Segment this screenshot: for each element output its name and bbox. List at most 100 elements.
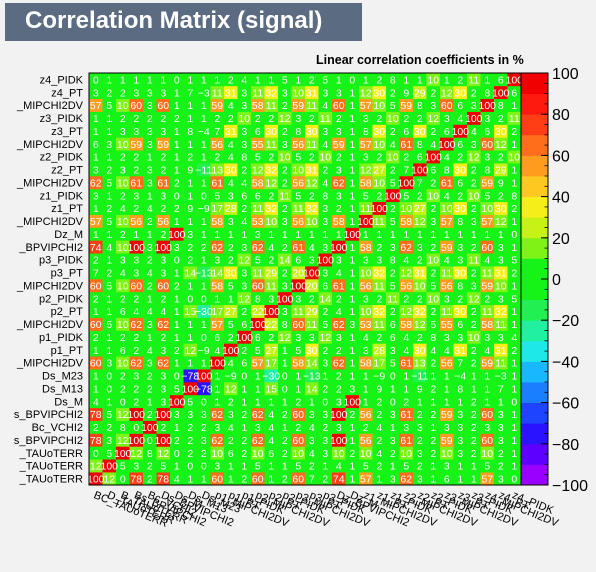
heatmap-cell [116,73,130,87]
heatmap-cell [129,227,144,241]
cell-value-label: 1 [282,422,288,434]
heatmap-cell [156,137,171,151]
cell-value-label: 1 [322,229,328,241]
heatmap-cell [386,317,400,331]
cell-value-label: 3 [282,306,288,318]
heatmap-cell [183,446,198,460]
cell-value-label: 11 [441,268,452,280]
cell-value-label: 1 [363,396,369,408]
heatmap-cell [332,188,346,203]
cell-value-label: 1 [403,383,409,395]
heatmap-cell [332,330,346,344]
heatmap-cell [359,240,373,254]
heatmap-cell [494,382,508,396]
heatmap-cell [386,124,400,138]
cell-value-label: 1 [241,383,247,395]
cell-value-label: 1 [147,293,153,305]
heatmap-cell [386,188,400,203]
cell-value-label: 9 [187,203,193,215]
heatmap-cell [264,85,279,100]
heatmap-cell [278,291,292,306]
cell-value-label: 61 [130,177,142,189]
heatmap-cell [116,291,130,306]
heatmap-cell [507,188,522,203]
cell-value-label: 14 [279,255,291,267]
heatmap-cell [197,330,211,344]
colorbar-segment [521,402,548,424]
cell-value-label: 1 [93,113,99,125]
cell-value-label: 3 [457,332,463,344]
cell-value-label: 0 [511,474,517,486]
cell-value-label: 62 [333,319,345,331]
heatmap-cell [372,330,387,344]
heatmap-cell [156,279,171,293]
heatmap-cell [143,459,157,473]
heatmap-cell [507,137,522,151]
cell-value-label: 6 [511,87,517,99]
cell-value-label: 3 [160,383,166,395]
heatmap-cell [156,369,171,383]
heatmap-cell [494,137,508,151]
cell-value-label: 1 [201,100,207,112]
cell-value-label: 1 [511,319,517,331]
cell-value-label: 62 [211,242,223,254]
heatmap-cell [453,214,468,228]
heatmap-cell [359,304,373,318]
cell-value-label: 2 [133,113,139,125]
heatmap-cell [278,446,292,460]
cell-value-label: 4 [309,422,315,434]
cell-value-label: 1 [363,371,369,383]
heatmap-cell [372,124,387,138]
heatmap-cell [305,253,319,267]
cell-value-label: 3 [484,152,490,164]
colorbar-segment [521,443,548,465]
cell-value-label: 1 [484,74,490,86]
heatmap-cell [156,433,171,447]
heatmap-cell [426,459,441,473]
cell-value-label: 5 [403,190,409,202]
cell-value-label: 3 [160,255,166,267]
cell-value-label: 56 [400,280,412,292]
cell-value-label: 3 [228,190,234,202]
cell-value-label: 78 [130,474,142,486]
cell-value-label: 3 [322,216,328,228]
heatmap-cell [129,253,144,267]
cell-value-label: 32 [265,87,277,99]
cell-value-label: 100 [438,139,456,151]
heatmap-cell [305,188,319,203]
heatmap-cell [237,150,252,164]
heatmap-cell [102,73,117,87]
cell-value-label: 0 [349,74,355,86]
heatmap-cell [89,150,103,164]
heatmap-cell [278,124,292,138]
heatmap-cell [89,343,103,357]
cell-value-label: 12 [319,332,331,344]
colorbar-segment [521,196,548,218]
heatmap-cell [494,253,508,267]
cell-value-label: 2 [187,255,193,267]
cell-value-label: 4 [363,332,369,344]
cell-value-label: 2 [430,409,436,421]
cell-value-label: 12 [400,306,412,318]
heatmap-cell [399,369,414,383]
cell-value-label: 6 [120,306,126,318]
cell-value-label: 61 [400,358,412,370]
heatmap-cell [494,356,508,370]
heatmap-cell [426,227,441,241]
cell-value-label: 10 [279,152,291,164]
heatmap-cell [102,407,117,421]
cell-value-label: 10 [360,448,372,460]
heatmap-cell [210,356,225,370]
cell-value-label: 11 [468,255,479,267]
cell-value-label: 5 [295,152,301,164]
cell-value-label: 3 [241,100,247,112]
heatmap-cell [129,111,144,125]
cell-value-label: 5 [255,255,261,267]
heatmap-cell [197,85,211,100]
heatmap-cell [399,98,414,112]
cell-value-label: 2 [187,152,193,164]
cell-value-label: 62 [211,435,223,447]
cell-value-label: 7 [187,87,193,99]
heatmap-cell [480,124,495,138]
cell-value-label: 1 [349,435,355,447]
